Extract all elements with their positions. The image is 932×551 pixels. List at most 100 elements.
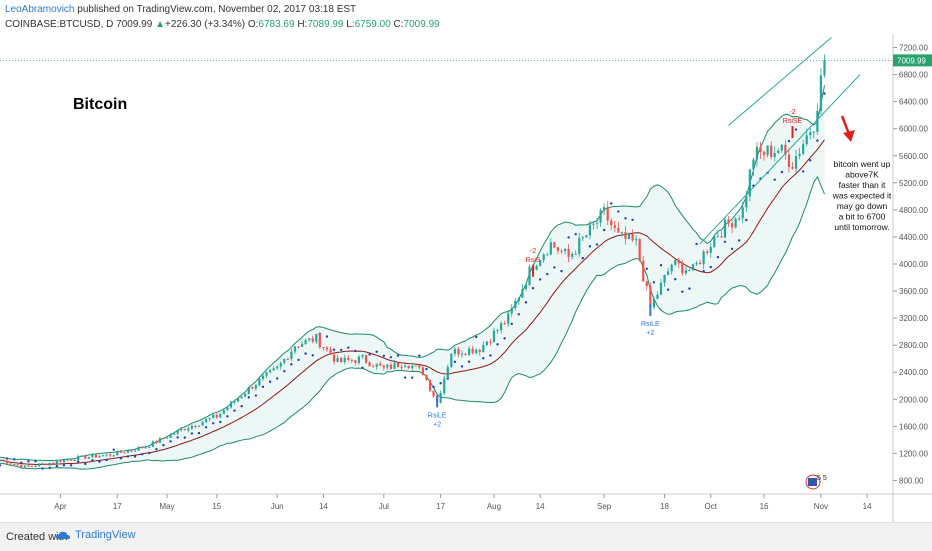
author-link[interactable]: LeoAbramovich [5,4,75,15]
candle-body [336,357,339,362]
candle-body [272,368,275,371]
candle-body [23,465,26,468]
candle-body [716,236,719,238]
candle-body [475,349,478,354]
candle-body [105,454,108,456]
annotation-line: faster than it [839,180,886,190]
candle-body [130,450,133,452]
candle-body [510,307,513,314]
candle-body [91,454,94,458]
candle-body [109,454,112,456]
sar-dot [524,301,528,304]
y-tick-label: 5200.00 [899,179,928,188]
candle-body [606,207,609,221]
candle-body [393,362,396,369]
sar-dot [204,426,208,429]
candle-body [603,207,606,211]
sar-dot [155,448,158,451]
tradingview-brand: TradingView [75,529,136,541]
candle-body [432,390,435,397]
candle-body [787,154,791,167]
candle-body [300,343,304,347]
candle-body [354,360,357,363]
candle-body [684,270,687,274]
sar-dot [531,286,535,290]
candle-body [524,284,528,289]
candle-body [13,463,16,465]
candle-body [45,463,48,466]
sar-dot [546,272,549,276]
y-tick-label: 1600.00 [899,422,928,431]
low-label: L: [346,19,355,30]
sar-dot [773,178,776,181]
candle-body [222,410,225,414]
y-tick-label: 4400.00 [899,233,928,242]
candle-body [201,422,204,426]
sar-dot [624,217,627,220]
candle-body [478,349,481,353]
candle-body [404,365,407,368]
candle-body [784,144,787,155]
candle-body [698,262,702,265]
signal-text: RsiLE [428,412,447,419]
tradingview-logo[interactable]: TradingView [55,529,136,541]
symbol: COINBASE:BTCUSD, D [5,19,114,30]
candle-body [425,375,428,380]
candle-body [638,238,641,261]
candle-body [87,457,90,459]
sar-dot [610,202,613,205]
candle-body [30,466,34,468]
candle-body [361,355,364,357]
y-tick-label: 3600.00 [899,287,928,296]
candle-body [297,346,300,348]
y-tick-label: 6400.00 [899,98,928,107]
candle-body [251,387,254,389]
sar-dot [332,348,336,351]
sar-dot [140,452,144,456]
sar-dot [162,443,165,447]
candle-body [286,358,289,360]
sar-dot [268,380,272,383]
sar-dot [695,242,698,246]
candle-body [112,455,115,457]
candle-body [624,232,627,239]
candle-body [766,145,769,155]
candle-body [521,288,524,298]
candle-body [485,341,488,345]
candle-body [73,459,76,461]
annotation-line: bitcoin went up [834,159,891,169]
signal-sub: -2 [789,109,795,116]
sar-dot [794,128,798,131]
candles [0,54,826,468]
annotation-line: was expected it [832,191,892,201]
sar-dot [126,455,130,458]
sar-dot [219,420,222,424]
candle-body [59,460,62,463]
sar-dot [261,385,265,389]
sar-dot [403,376,407,379]
candle-body [595,222,599,224]
candle-body [244,393,247,397]
sar-dot [588,245,592,248]
candle-body [617,227,620,233]
y-tick-label: 4800.00 [899,206,928,215]
y-tick-label: 6800.00 [899,71,928,80]
candle-body [155,441,158,443]
candle-body [226,407,229,411]
y-tick-label: 2000.00 [899,395,928,404]
price-chart[interactable]: 800.00 1200.00 1600.00 2000.00 2400.00 2800.0… [0,34,932,522]
y-tick-label: 3200.00 [899,314,928,323]
candle-body [649,286,652,308]
sar-dot [283,370,286,373]
candle-body [745,196,748,208]
candle-body [503,323,506,325]
candle-body [635,238,638,241]
candle-body [780,144,783,151]
strategy-label: RsiLE +2 [428,395,447,428]
events-badge-icon: 5 5 [805,474,827,490]
candle-body [663,275,666,283]
candle-body [656,294,659,299]
candle-body [773,152,776,158]
sar-dot [311,354,314,357]
